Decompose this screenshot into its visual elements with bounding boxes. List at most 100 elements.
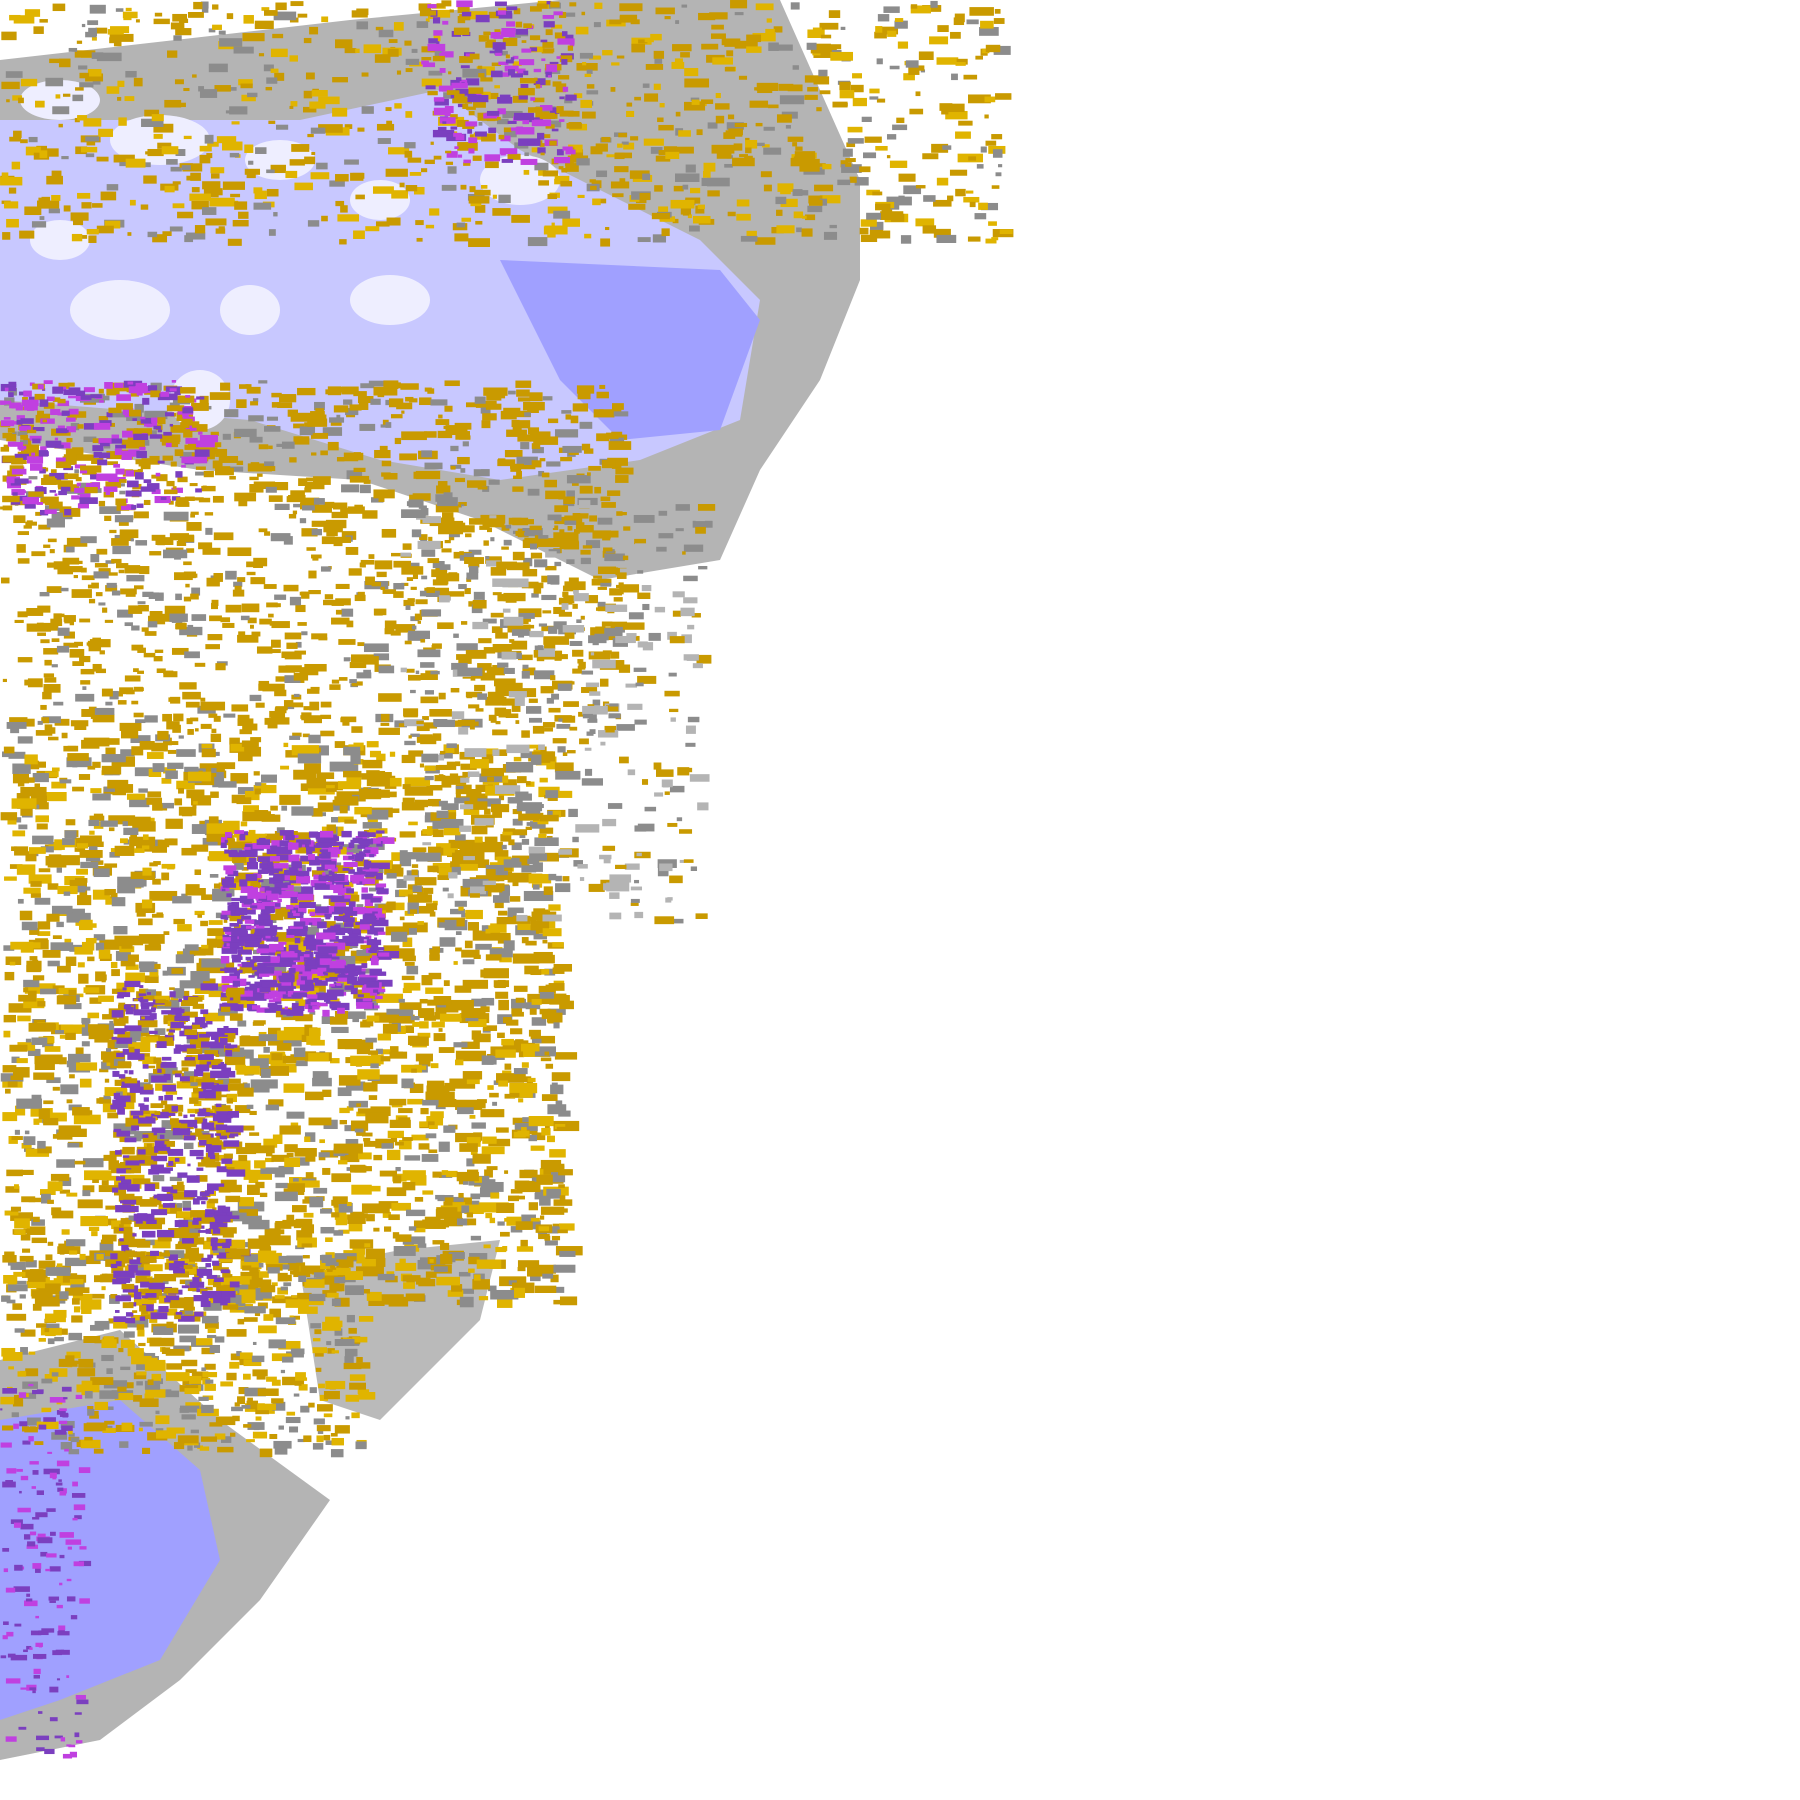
precip-speck (501, 844, 507, 850)
precip-speck (559, 110, 574, 117)
precip-speck (466, 1137, 481, 1147)
precip-speck (212, 776, 225, 788)
precip-speck (491, 626, 503, 633)
precip-speck (673, 185, 684, 192)
precip-speck (429, 709, 452, 717)
precip-speck (564, 12, 576, 17)
precip-speck (186, 1055, 206, 1065)
precip-speck (232, 589, 245, 597)
precip-speck (450, 466, 456, 470)
precip-speck (85, 73, 104, 82)
precip-speck (652, 234, 667, 243)
precip-speck (184, 1142, 194, 1150)
precip-speck (500, 410, 517, 420)
precip-speck (805, 214, 816, 221)
precip-speck (39, 150, 48, 158)
precip-speck (968, 94, 991, 104)
precip-speck (544, 479, 558, 488)
precip-speck (631, 43, 646, 53)
precip-speck (537, 954, 555, 964)
precip-speck (327, 441, 339, 451)
precip-speck (368, 554, 375, 559)
precip-speck (28, 847, 46, 854)
precip-speck (151, 742, 168, 752)
precip-speck (633, 514, 655, 523)
precip-speck (436, 575, 449, 585)
precip-speck (121, 439, 145, 449)
precip-speck (241, 94, 256, 102)
precip-speck (511, 419, 520, 428)
precip-speck (939, 103, 953, 111)
precip-speck (579, 421, 593, 429)
precip-speck (349, 662, 367, 669)
precip-speck (3, 1274, 18, 1284)
precip-speck (220, 1239, 246, 1249)
precip-speck (807, 205, 823, 213)
precip-speck (79, 72, 89, 79)
precip-speck (563, 496, 575, 505)
precip-speck (72, 1107, 90, 1116)
precip-speck (31, 221, 47, 228)
precip-speck (105, 701, 113, 706)
precip-speck (248, 1219, 270, 1230)
precip-speck (580, 549, 591, 555)
precip-speck (91, 582, 99, 589)
precip-speck (508, 390, 516, 395)
precip-speck (406, 668, 415, 673)
precip-speck (415, 220, 424, 226)
precip-speck (359, 562, 366, 568)
precip-speck (572, 649, 584, 657)
precip-speck (102, 1103, 117, 1113)
precip-speck (0, 1396, 15, 1405)
precip-speck (653, 50, 665, 59)
precip-speck (230, 1432, 236, 1437)
precip-speck (603, 547, 613, 552)
precip-speck (211, 599, 219, 606)
precip-speck (828, 10, 841, 18)
precip-speck (46, 586, 62, 593)
precip-speck (11, 846, 17, 852)
precip-speck (194, 869, 202, 876)
precip-speck (551, 1235, 561, 1241)
precip-speck (351, 726, 363, 733)
precip-speck (88, 598, 96, 604)
precip-speck (381, 528, 397, 538)
precip-speck (321, 1254, 332, 1263)
precip-speck (443, 744, 455, 753)
precip-speck (204, 512, 214, 516)
precip-speck (95, 942, 105, 951)
precip-speck (130, 834, 138, 842)
precip-speck (302, 1255, 310, 1259)
precip-speck (156, 912, 163, 917)
precip-speck (257, 1403, 276, 1411)
precip-speck (534, 1046, 556, 1057)
precip-speck (416, 734, 433, 743)
precip-speck (490, 923, 507, 933)
precip-speck (61, 1229, 70, 1235)
precip-speck (780, 198, 798, 208)
precip-speck (323, 525, 343, 533)
precip-speck (271, 402, 281, 408)
precip-speck (191, 187, 200, 193)
precip-speck (106, 86, 120, 94)
precip-speck (416, 21, 429, 28)
precip-speck (2, 678, 7, 683)
precip-speck (465, 533, 472, 538)
precip-speck (51, 511, 73, 520)
precip-speck (421, 450, 433, 458)
precip-speck (691, 99, 700, 105)
precip-speck (177, 1324, 200, 1334)
precip-speck (355, 194, 365, 200)
precip-speck (21, 1196, 36, 1203)
precip-speck (504, 864, 513, 871)
precip-speck (485, 403, 502, 410)
precip-speck (692, 520, 713, 528)
precip-speck (553, 963, 573, 972)
precip-speck (485, 696, 507, 706)
precip-speck (483, 540, 489, 546)
precip-speck (238, 631, 246, 637)
precip-speck (28, 136, 38, 143)
precip-speck (543, 636, 570, 645)
precip-speck (398, 998, 405, 1003)
